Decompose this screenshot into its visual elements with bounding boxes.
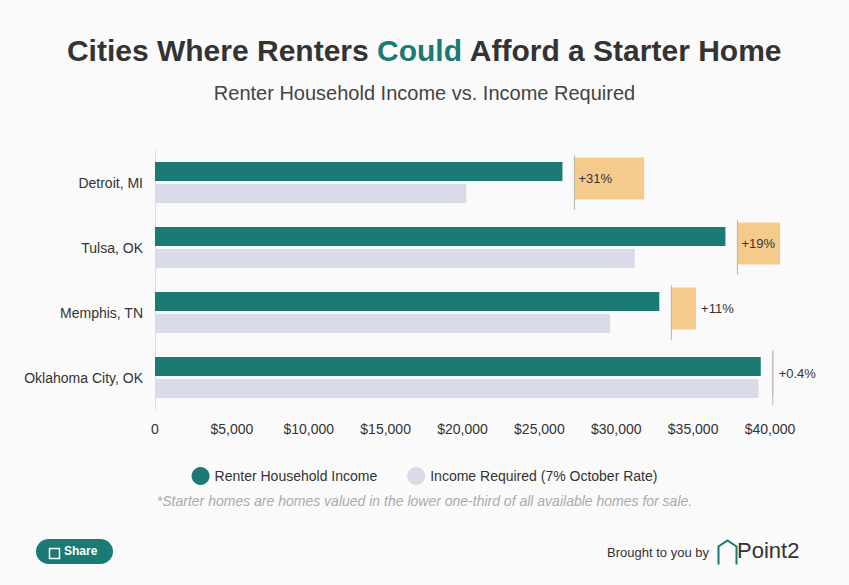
svg-text:0: 0 [151,421,159,437]
svg-text:$35,000: $35,000 [668,421,719,437]
svg-text:Renter Household Income vs. In: Renter Household Income vs. Income Requi… [214,82,635,104]
svg-text:$20,000: $20,000 [437,421,488,437]
svg-text:Point2: Point2 [737,538,799,563]
svg-text:*Starter homes are homes value: *Starter homes are homes valued in the l… [157,493,692,509]
svg-text:+19%: +19% [741,236,775,251]
svg-text:Brought to you by: Brought to you by [607,545,709,560]
svg-text:$15,000: $15,000 [360,421,411,437]
svg-text:$40,000: $40,000 [745,421,796,437]
svg-text:Cities Where Renters: Cities Where Renters [67,34,377,67]
svg-text:Renter Household Income: Renter Household Income [215,468,378,484]
svg-text:$25,000: $25,000 [514,421,565,437]
svg-text:Income Required (7% October Ra: Income Required (7% October Rate) [430,468,657,484]
svg-text:Oklahoma City, OK: Oklahoma City, OK [24,370,143,386]
svg-text:$5,000: $5,000 [210,421,253,437]
svg-text:Share: Share [64,544,98,558]
svg-text:Tulsa, OK: Tulsa, OK [81,240,143,256]
svg-text:+0.4%: +0.4% [779,366,817,381]
svg-text:Afford a Starter Home: Afford a Starter Home [463,34,782,67]
svg-text:+11%: +11% [701,301,734,316]
svg-text:Memphis, TN: Memphis, TN [60,305,143,321]
svg-text:$30,000: $30,000 [591,421,642,437]
svg-text:Detroit, MI: Detroit, MI [78,175,143,191]
svg-text:$10,000: $10,000 [283,421,334,437]
svg-text:Could: Could [377,34,462,67]
svg-text:+31%: +31% [578,171,612,186]
